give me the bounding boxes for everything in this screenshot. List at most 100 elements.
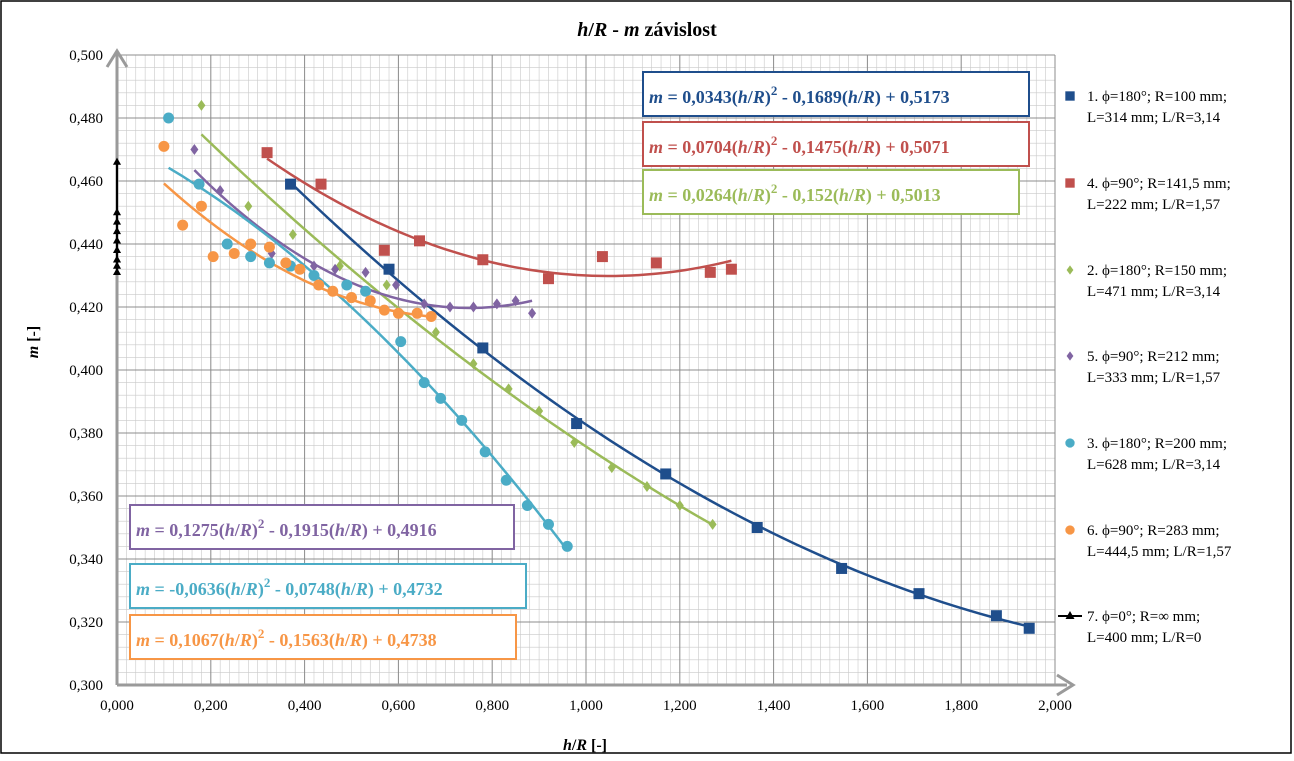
legend-text: L=628 mm; L/R=3,14 — [1087, 457, 1221, 473]
data-point — [280, 257, 292, 269]
data-point — [836, 562, 848, 574]
y-tick-label: 0,480 — [69, 111, 103, 127]
equation-box-series-1: m = 0,0343(h/R)2 - 0,1689(h/R) + 0,5173 — [642, 71, 1030, 117]
equation-box-series-4: m = 0,1275(h/R)2 - 0,1915(h/R) + 0,4916 — [129, 504, 515, 550]
data-point — [112, 157, 122, 165]
legend-text: 5. ϕ=90°; R=212 mm; — [1087, 349, 1220, 365]
legend-item-7: 7. ϕ=0°; R=∞ mm; L=400 mm; L/R=0 — [1058, 609, 1201, 646]
data-point — [285, 178, 297, 190]
legend-text: L=444,5 mm; L/R=1,57 — [1087, 544, 1232, 560]
y-tick-label: 0,500 — [69, 48, 103, 64]
equation-text: m = 0,1067(h/R)2 - 0,1563(h/R) + 0,4738 — [136, 626, 437, 651]
equation-box-border — [642, 169, 1020, 215]
data-point — [112, 261, 122, 269]
data-point — [395, 336, 407, 348]
data-point — [570, 436, 579, 448]
data-point — [500, 474, 512, 486]
data-point — [197, 99, 206, 111]
equation-box-series-5: m = -0,0636(h/R)2 - 0,0748(h/R) + 0,4732 — [129, 563, 527, 609]
data-point — [361, 266, 370, 278]
trendlines — [163, 133, 1030, 628]
equation-box-border — [129, 614, 517, 660]
equation-text: m = 0,0704(h/R)2 - 0,1475(h/R) + 0,5071 — [649, 133, 950, 158]
data-point — [245, 251, 257, 263]
y-tick-label: 0,460 — [69, 174, 103, 190]
legend-text: L=222 mm; L/R=1,57 — [1087, 197, 1221, 213]
data-point — [990, 610, 1002, 622]
legend-text: 3. ϕ=180°; R=200 mm; — [1087, 436, 1227, 452]
data-point — [261, 147, 273, 159]
y-tick-label: 0,320 — [69, 615, 103, 631]
data-point — [708, 518, 717, 530]
y-axis-arrow — [105, 48, 129, 68]
y-tick-label: 0,440 — [69, 237, 103, 253]
data-point — [315, 178, 327, 190]
data-point — [571, 418, 583, 430]
data-point — [163, 112, 175, 124]
data-point — [607, 462, 616, 474]
data-point — [245, 238, 257, 250]
legend-text: L=333 mm; L/R=1,57 — [1087, 370, 1221, 386]
legend-item-2: 4. ϕ=90°; R=141,5 mm; L=222 mm; L/R=1,57 — [1065, 176, 1231, 213]
data-point — [469, 301, 478, 313]
data-point — [378, 244, 390, 256]
data-point — [561, 540, 573, 552]
equation-box-series-2: m = 0,0704(h/R)2 - 0,1475(h/R) + 0,5071 — [642, 121, 1030, 167]
data-point — [378, 304, 390, 316]
equation-box-border — [129, 563, 527, 609]
equation-text: m = 0,0264(h/R)2 - 0,152(h/R) + 0,5013 — [649, 181, 941, 206]
data-point — [112, 226, 122, 235]
data-point — [364, 295, 376, 307]
x-axis-label: h/R [-] — [563, 737, 607, 754]
data-point — [704, 266, 716, 278]
legend-item-3: 2. ϕ=180°; R=150 mm; L=471 mm; L/R=3,14 — [1066, 263, 1227, 300]
legend-text: 7. ϕ=0°; R=∞ mm; — [1087, 609, 1200, 625]
y-tick-label: 0,360 — [69, 489, 103, 505]
data-point — [327, 285, 339, 297]
equation-box-series-6: m = 0,1067(h/R)2 - 0,1563(h/R) + 0,4738 — [129, 614, 517, 660]
x-tick-label: 0,600 — [382, 698, 416, 714]
data-point — [660, 468, 672, 480]
y-axis-label: m [-] — [25, 326, 42, 358]
data-point — [392, 279, 401, 291]
data-point — [642, 481, 651, 493]
x-tick-label: 1,200 — [663, 698, 697, 714]
y-tick-label: 0,420 — [69, 300, 103, 316]
x-tick-label: 0,000 — [100, 698, 134, 714]
trendline-series-1 — [289, 181, 1030, 628]
equation-box-border — [642, 71, 1030, 117]
data-point — [456, 414, 468, 426]
data-point — [308, 270, 320, 281]
y-tick-label: 0,380 — [69, 426, 103, 442]
equation-text: m = -0,0636(h/R)2 - 0,0748(h/R) + 0,4732 — [136, 575, 443, 600]
data-point — [479, 446, 491, 458]
data-point — [435, 392, 447, 404]
data-point — [207, 251, 219, 263]
data-point — [392, 307, 404, 319]
data-point — [313, 279, 325, 291]
data-point — [596, 251, 608, 263]
y-tick-label: 0,400 — [69, 363, 103, 379]
data-point — [492, 298, 501, 310]
legend-item-6: 6. ϕ=90°; R=283 mm; L=444,5 mm; L/R=1,57 — [1065, 523, 1232, 560]
data-point — [221, 238, 233, 250]
data-point — [112, 245, 122, 253]
data-point — [112, 255, 122, 263]
legend-text: L=400 mm; L/R=0 — [1087, 630, 1201, 646]
data-point — [263, 241, 275, 253]
data-point — [431, 326, 440, 338]
data-point — [542, 273, 554, 285]
data-point — [193, 178, 205, 190]
legend-text: 6. ϕ=90°; R=283 mm; — [1087, 523, 1220, 539]
data-point — [112, 236, 122, 244]
data-point — [382, 279, 391, 291]
trendline-series-2 — [266, 157, 732, 278]
legend-marker — [1066, 265, 1074, 275]
data-point — [751, 522, 763, 533]
data-point — [504, 383, 513, 395]
data-point — [1023, 622, 1035, 634]
data-point — [913, 588, 925, 600]
data-point — [542, 518, 554, 530]
